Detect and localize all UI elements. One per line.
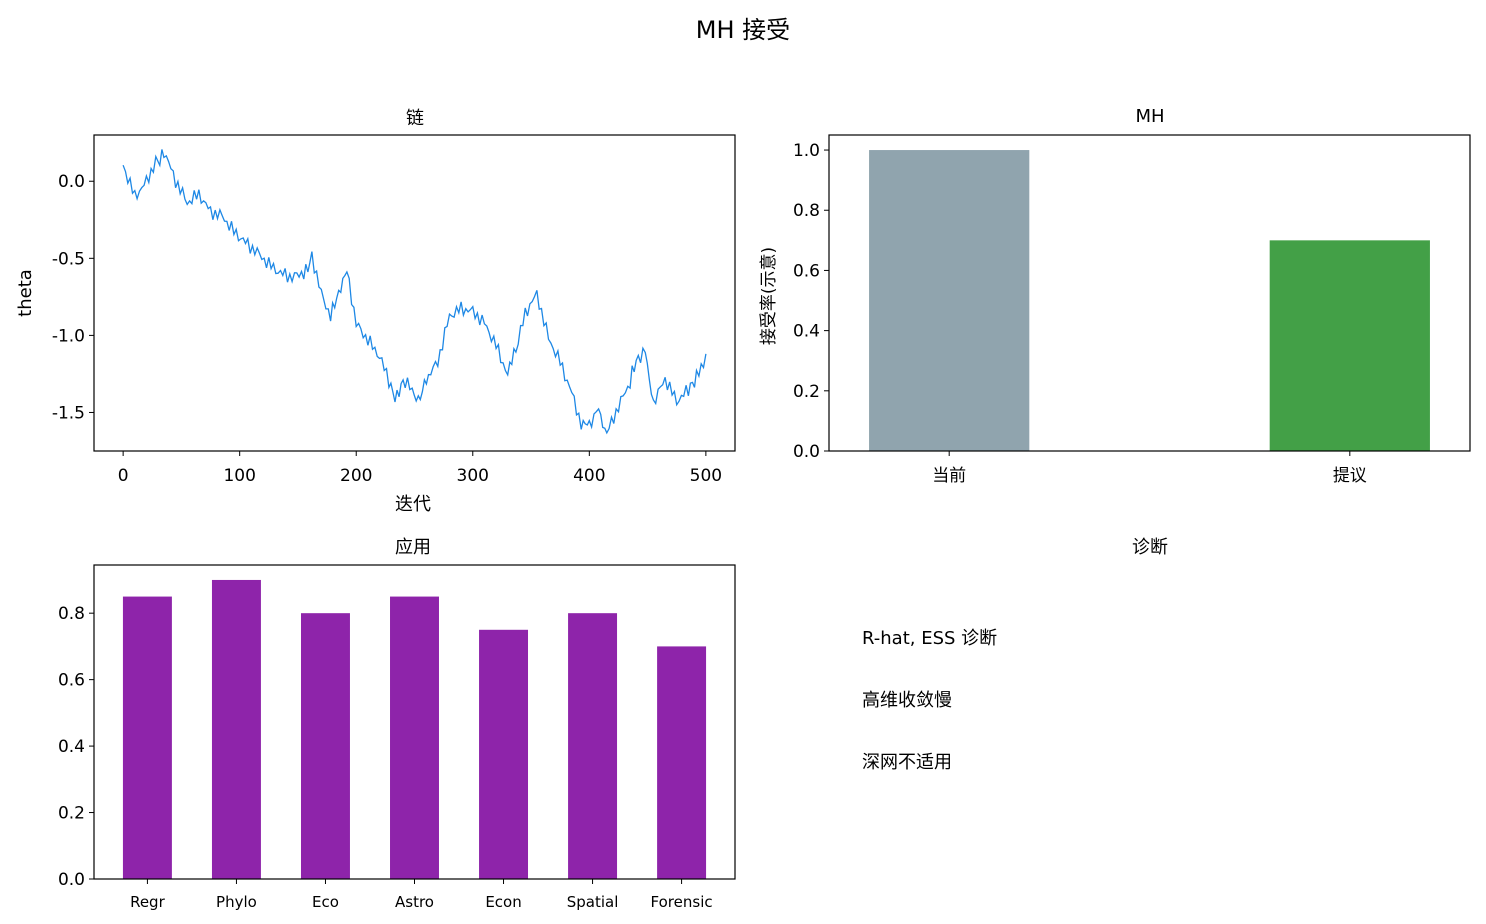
applications-xtick-label: Regr [130,893,165,911]
mh-ytick-label: 0.8 [793,201,820,221]
applications-xtick-label: Astro [395,893,434,911]
applications-xtick-label: Econ [485,893,521,911]
applications-bar [390,596,439,879]
applications-ytick-label: 0.0 [58,870,85,890]
figure-suptitle: MH 接受 [696,16,790,44]
chain-axes-frame [93,134,736,452]
chain-ytick-label: -1.5 [52,403,85,423]
mh-ytick-label: 0.6 [793,261,820,281]
applications-bar [122,596,172,879]
applications-axes-frame [93,564,736,880]
mh-ytick-label: 1.0 [793,141,820,161]
mh-plot-area: 当前 提议 0.0 0.2 0.4 0.6 0.8 1.0 [793,141,1430,486]
applications-bar [300,613,350,879]
applications-ytick-label: 0.8 [58,604,85,624]
mh-ytick-label: 0.0 [793,442,820,462]
chain-ytick-label: -0.5 [52,249,85,269]
chain-xtick-label: 300 [457,466,489,486]
mh-ytick-label: 0.2 [793,382,820,402]
chain-trace-panel: 链 迭代 theta 0 100 200 300 400 500 0.0 -0.5 -1.0 -1… [15,108,736,515]
chain-xtick-label: 0 [118,466,129,486]
applications-bar [211,579,261,879]
mh-bar [1269,240,1430,451]
mh-ylabel: 接受率(示意) [759,247,779,345]
diagnostics-line-3: 深网不适用 [862,752,952,773]
applications-title: 应用 [395,537,431,558]
applications-ytick-label: 0.4 [58,737,85,757]
chain-xtick-label: 200 [340,466,372,486]
applications-ytick-label: 0.2 [58,804,85,824]
mh-title: MH [1135,106,1164,127]
applications-xtick-label: Phylo [216,893,257,911]
diagnostics-panel: 诊断 R-hat, ESS 诊断 高维收敛慢 深网不适用 [862,537,1168,773]
applications-panel: 应用 Regr Phylo Eco Astro Econ Spatial Forensic 0… [58,537,736,911]
chain-title: 链 [406,108,424,129]
mh-xtick-label: 提议 [1333,466,1367,486]
applications-ytick-label: 0.6 [58,671,85,691]
mh-axes-frame [828,134,1471,452]
mh-acceptance-panel: MH 接受率(示意) 当前 提议 0.0 0.2 0.4 0.6 0.8 1.0 [759,106,1471,486]
applications-bar [657,646,707,879]
chain-xlabel: 迭代 [395,494,431,515]
diagnostics-line-2: 高维收敛慢 [862,690,952,711]
chain-plot-area: 0 100 200 300 400 500 0.0 -0.5 -1.0 -1.5 [52,149,722,486]
applications-xtick-label: Eco [312,893,339,911]
chain-ylabel: theta [15,269,36,317]
applications-xtick-label: Spatial [567,893,619,911]
applications-bar [479,629,529,879]
applications-bar [568,613,618,879]
applications-plot-area: Regr Phylo Eco Astro Econ Spatial Forensic 0.0 0… [58,579,713,911]
mh-bar [869,150,1030,452]
mh-ytick-label: 0.4 [793,322,820,342]
diagnostics-line-1: R-hat, ESS 诊断 [862,628,997,649]
diagnostics-title: 诊断 [1132,537,1168,558]
chain-ytick-label: -1.0 [52,326,85,346]
chain-xtick-label: 500 [690,466,722,486]
mh-xtick-label: 当前 [932,466,966,486]
chain-xtick-label: 100 [223,466,255,486]
chain-trace-line [122,149,707,435]
chain-xtick-label: 400 [573,466,605,486]
chain-ytick-label: 0.0 [58,172,85,192]
applications-xtick-label: Forensic [651,893,713,911]
